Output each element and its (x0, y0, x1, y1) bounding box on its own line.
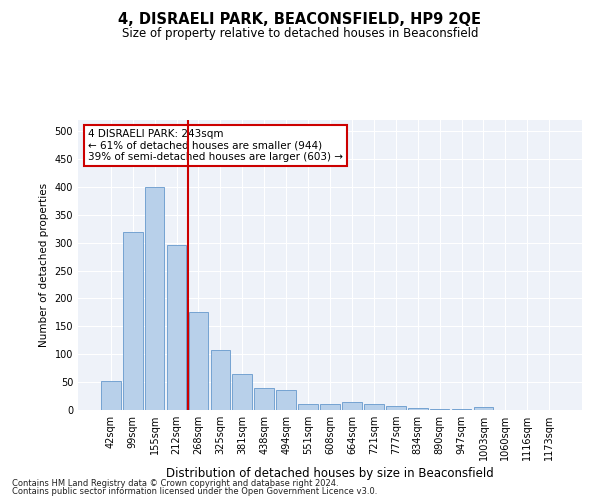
Text: 4 DISRAELI PARK: 243sqm
← 61% of detached houses are smaller (944)
39% of semi-d: 4 DISRAELI PARK: 243sqm ← 61% of detache… (88, 128, 343, 162)
Text: Contains public sector information licensed under the Open Government Licence v3: Contains public sector information licen… (12, 487, 377, 496)
Bar (342, 402, 362, 410)
Bar (473, 407, 493, 410)
Bar (101, 381, 121, 410)
Bar (298, 404, 318, 410)
Text: 4, DISRAELI PARK, BEACONSFIELD, HP9 2QE: 4, DISRAELI PARK, BEACONSFIELD, HP9 2QE (119, 12, 482, 28)
Bar (408, 408, 428, 410)
Bar (254, 388, 274, 410)
Text: Contains HM Land Registry data © Crown copyright and database right 2024.: Contains HM Land Registry data © Crown c… (12, 478, 338, 488)
Bar (123, 232, 143, 410)
Bar (232, 374, 252, 410)
Bar (364, 404, 384, 410)
Bar (320, 404, 340, 410)
Y-axis label: Number of detached properties: Number of detached properties (39, 183, 49, 347)
Bar (276, 390, 296, 410)
Bar (145, 187, 164, 410)
Bar (386, 406, 406, 410)
X-axis label: Distribution of detached houses by size in Beaconsfield: Distribution of detached houses by size … (166, 467, 494, 480)
Text: Size of property relative to detached houses in Beaconsfield: Size of property relative to detached ho… (122, 28, 478, 40)
Bar (211, 350, 230, 410)
Bar (167, 246, 187, 410)
Bar (188, 312, 208, 410)
